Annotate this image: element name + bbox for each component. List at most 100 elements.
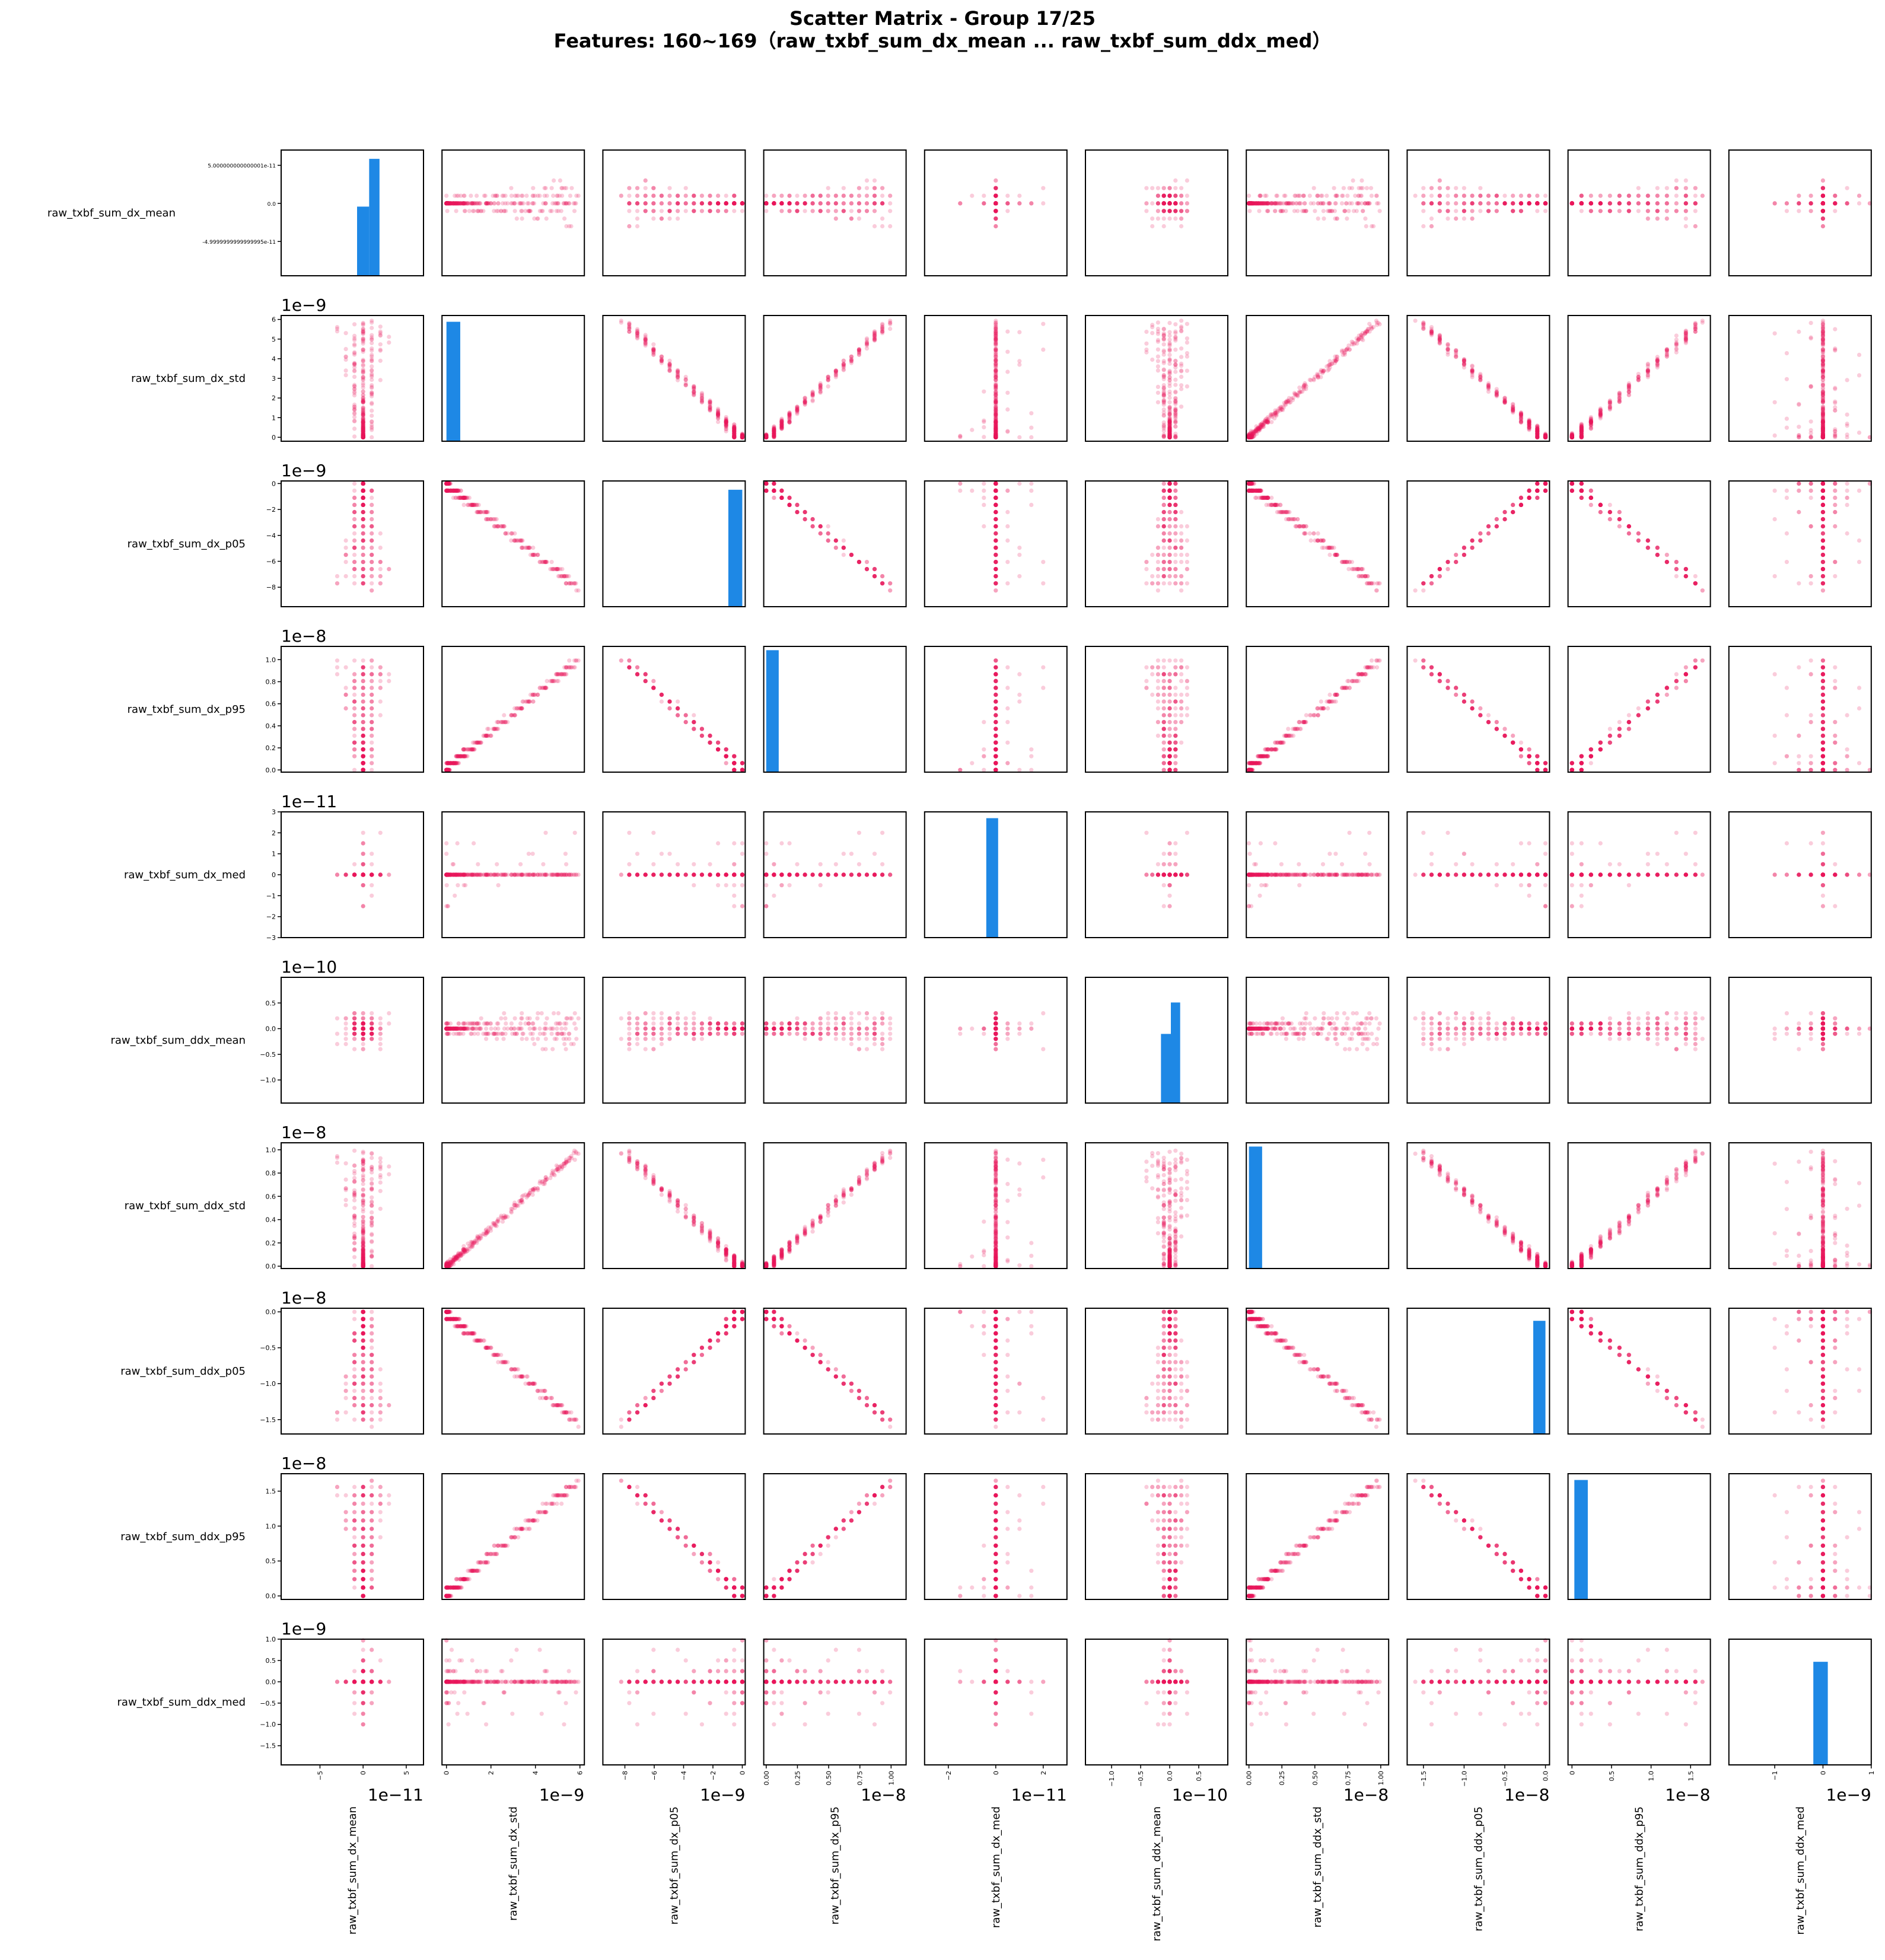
data-point [445,201,450,206]
data-point [531,186,536,190]
data-point [643,193,648,198]
data-point [1161,209,1166,213]
data-point [387,334,391,339]
data-point [683,193,688,198]
data-point [1155,186,1160,190]
data-point [994,384,998,390]
data-point [527,209,531,213]
data-point [1363,216,1368,221]
data-point [1833,193,1838,198]
data-point [1461,216,1466,221]
data-point [446,201,451,206]
data-point [676,371,680,375]
data-point [1155,400,1160,404]
data-point [1368,186,1374,190]
data-point [1161,326,1166,332]
data-point [1683,216,1688,221]
data-point [519,193,524,198]
data-point [683,201,688,206]
data-point [447,201,452,206]
data-point [463,201,468,206]
data-point [1645,201,1650,206]
data-point [370,413,374,418]
data-point [1179,186,1184,190]
data-point [619,318,623,323]
data-point [462,193,467,198]
data-point [1413,193,1418,198]
data-point [1486,209,1491,213]
data-point [1820,193,1825,198]
data-point [512,209,517,213]
data-point [458,201,463,206]
chart-title-line-2: Features: 160~169（raw_txbf_sum_dx_mean .… [554,30,1332,52]
data-point [683,375,688,380]
data-point [1155,354,1160,359]
data-point [1437,193,1442,198]
data-point [1461,193,1466,198]
data-point [530,201,535,206]
data-point [446,201,451,206]
data-point [994,406,998,411]
panel-frame [281,149,424,276]
data-point [563,201,568,206]
data-point [1344,201,1349,206]
data-point [454,201,459,206]
data-point [448,201,453,206]
data-point [543,201,548,206]
data-point [1150,357,1155,362]
data-point [464,201,469,206]
data-point [370,318,374,323]
data-point [856,186,861,190]
data-point [1316,193,1320,198]
data-point [1307,377,1312,383]
data-point [849,216,854,221]
data-point [452,201,457,206]
data-point [1167,384,1172,388]
data-point [525,201,530,206]
data-point [1355,201,1359,206]
data-point [994,178,998,183]
data-point [1161,333,1166,339]
data-point [1437,201,1442,206]
data-point [536,216,540,221]
data-point [1005,349,1010,354]
data-point [1674,178,1679,183]
data-point [627,201,632,206]
data-point [1857,193,1862,198]
data-point [692,201,696,206]
data-point [872,209,877,213]
data-point [541,201,546,206]
data-point [1144,329,1149,334]
data-point [779,422,784,427]
data-point [833,209,838,213]
data-point [1454,193,1459,198]
data-point [1150,325,1155,330]
data-point [1144,348,1149,352]
data-point [1041,201,1046,206]
data-point [1311,201,1316,206]
data-point [447,201,452,206]
data-point [826,186,830,190]
data-point [1161,410,1166,415]
data-point [1511,201,1515,206]
data-point [1150,331,1155,336]
data-point [1636,201,1641,206]
data-point [562,216,567,221]
data-point [1155,384,1160,390]
data-point [676,209,680,213]
data-point [493,193,498,198]
data-point [469,193,473,198]
data-point [651,352,656,358]
data-point [352,426,357,431]
data-point [1454,186,1459,190]
data-point [1607,193,1612,198]
data-point [994,343,998,348]
panel-raw_txbf_sum_dx_std-vs-raw_txbf_sum_dx_p95 [763,315,907,442]
data-point [476,209,481,213]
data-point [1273,209,1278,213]
data-point [708,209,712,213]
data-point [543,201,548,206]
data-point [558,178,563,183]
data-point [708,406,712,411]
